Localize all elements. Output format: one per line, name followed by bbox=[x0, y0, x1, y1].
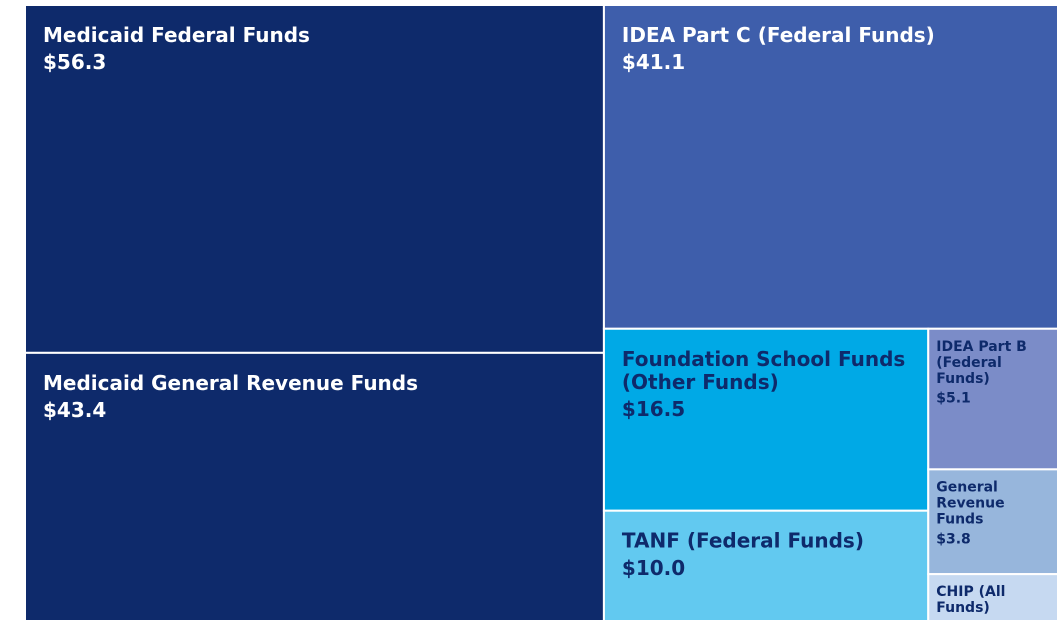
value-label: $1.7 bbox=[936, 620, 971, 621]
tile-label: CHIP (All Funds) bbox=[936, 584, 1010, 616]
tile bbox=[602, 4, 1059, 330]
tile-label: General Revenue Funds bbox=[936, 479, 1009, 527]
value-label: $16.5 bbox=[622, 397, 685, 421]
value-label: $56.3 bbox=[43, 50, 106, 74]
tile bbox=[24, 351, 605, 621]
tile bbox=[927, 327, 1059, 471]
value-label: $41.1 bbox=[622, 50, 685, 74]
tile-label: Medicaid General Revenue Funds bbox=[43, 371, 418, 395]
tile-label: Medicaid Federal Funds bbox=[43, 23, 310, 47]
tile-label: IDEA Part B (Federal Funds) bbox=[936, 338, 1031, 386]
value-label: $43.4 bbox=[43, 398, 106, 422]
tile bbox=[24, 4, 605, 354]
value-label: $5.1 bbox=[936, 391, 971, 407]
tile-label: IDEA Part C (Federal Funds) bbox=[622, 23, 935, 47]
tile-label: TANF (Federal Funds) bbox=[622, 529, 864, 553]
tile-label: Foundation School Funds (Other Funds) bbox=[622, 347, 912, 394]
value-label: $3.8 bbox=[936, 531, 971, 547]
value-label: $10.0 bbox=[622, 556, 685, 580]
